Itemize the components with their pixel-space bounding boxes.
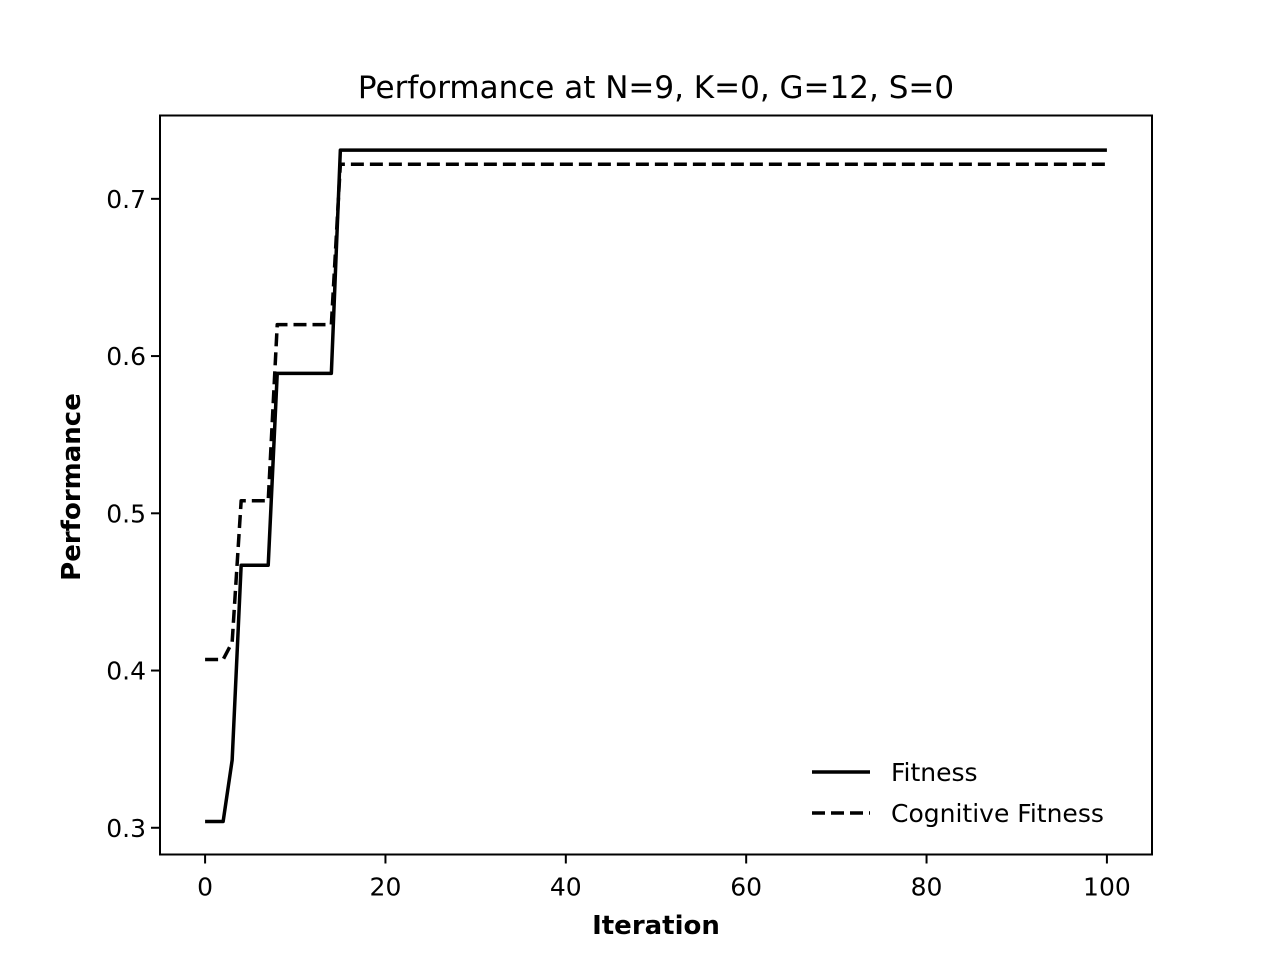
plot-frame — [159, 114, 1153, 856]
y-tick-label: 0.5 — [106, 499, 146, 528]
y-tick-label: 0.4 — [106, 657, 146, 686]
x-tick-label: 40 — [550, 873, 582, 902]
y-tick-label: 0.3 — [106, 814, 146, 843]
x-tick-label: 60 — [730, 873, 762, 902]
x-tick-label: 20 — [370, 873, 402, 902]
chart-title: Performance at N=9, K=0, G=12, S=0 — [358, 70, 954, 106]
x-tick-label: 80 — [911, 873, 943, 902]
y-tick-label: 0.7 — [106, 185, 146, 214]
legend-label-cognitive-fitness: Cognitive Fitness — [891, 799, 1104, 828]
series-line-cognitive-fitness — [205, 162, 1107, 662]
x-axis-label: Iteration — [592, 911, 720, 941]
series-line-fitness — [205, 148, 1107, 824]
legend-label-fitness: Fitness — [891, 758, 978, 787]
y-tick-label: 0.6 — [106, 342, 146, 371]
x-tick-label: 0 — [197, 873, 213, 902]
plot-lines — [205, 148, 1107, 824]
y-axis-ticks: 0.3 0.4 0.5 0.6 0.7 — [106, 185, 160, 843]
x-tick-label: 100 — [1083, 873, 1131, 902]
x-axis-ticks: 0 20 40 60 80 100 — [197, 854, 1131, 902]
legend: Fitness Cognitive Fitness — [812, 758, 1104, 828]
y-axis-label: Performance — [57, 393, 87, 581]
